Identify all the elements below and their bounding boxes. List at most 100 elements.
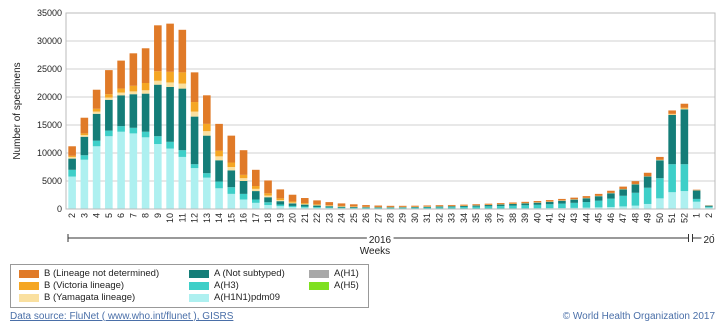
bar-segment [215, 123, 223, 151]
bar-segment [300, 198, 309, 204]
bar-segment [460, 204, 468, 206]
x-tick-label: 25 [349, 213, 359, 223]
x-tick-label: 29 [398, 213, 408, 223]
x-tick-label: 18 [263, 213, 273, 223]
y-tick-label: 15000 [37, 120, 62, 130]
bar-segment [313, 200, 321, 205]
bar-segment [472, 206, 481, 209]
bar-segment [141, 137, 150, 209]
bar-segment [656, 198, 664, 209]
bar-segment [447, 207, 456, 209]
bar-segment [570, 202, 578, 208]
bar-segment [496, 203, 505, 205]
x-tick-label: 15 [226, 213, 236, 223]
bar-segment [154, 136, 162, 145]
bar-segment [129, 127, 138, 134]
bar-segment [215, 181, 223, 189]
x-tick-label: 5 [104, 213, 114, 218]
bar-segment [313, 207, 321, 209]
bar-segment [141, 93, 150, 132]
bar-segment [607, 206, 615, 209]
bar-segment [349, 207, 358, 209]
x-tick-label: 51 [667, 213, 677, 223]
bar-segment [374, 205, 383, 207]
bar-segment [141, 90, 150, 94]
x-tick-label: 11 [177, 213, 187, 222]
bar-segment [337, 203, 346, 206]
bar-segment [300, 204, 309, 207]
bar-segment [398, 205, 407, 207]
bar-segment [656, 156, 664, 160]
bar-segment [129, 53, 138, 86]
x-tick-label: 10 [165, 213, 175, 223]
bar-segment [313, 207, 321, 208]
bar-segment [607, 198, 615, 207]
bar-segment [288, 203, 297, 206]
x-axis-ticks: 2 3 4 5 6 7 8 9 10 11 12 13 14 15 16 17 18 19 20 21 22 23 24 25… [67, 213, 714, 223]
legend-label: A(H3) [214, 280, 239, 291]
bar-segment [68, 156, 76, 159]
y-tick-label: 5000 [42, 176, 62, 186]
bar-segment [668, 164, 676, 193]
bar-segment [435, 207, 444, 209]
bar-segment [680, 103, 689, 108]
bar-segment [386, 207, 395, 209]
bar-segment [374, 207, 383, 208]
bar-segment [411, 207, 419, 208]
bar-segment [190, 111, 199, 117]
bar-segment [692, 190, 701, 199]
x-tick-label: 27 [373, 213, 383, 223]
bar-segment [362, 205, 370, 207]
bar-segment [582, 196, 591, 198]
bar-segment [570, 197, 578, 200]
bar-segment [668, 114, 676, 115]
bar-segment [154, 84, 162, 137]
bar-segment [435, 206, 444, 208]
bar-segment [619, 186, 627, 189]
bar-segment [680, 109, 689, 165]
bar-segment [300, 203, 309, 205]
bar-segment [276, 201, 285, 205]
x-tick-label: 33 [447, 213, 457, 223]
bar-segment [594, 193, 603, 196]
bar-segment [166, 23, 174, 72]
bar-segment [631, 192, 640, 206]
bar-segment [215, 150, 223, 157]
x-tick-label: 13 [202, 213, 212, 223]
x-tick-label: 17 [251, 213, 261, 223]
x-tick-label: 38 [508, 213, 518, 223]
legend-label: A(H5) [334, 280, 359, 291]
bar-segment [509, 202, 517, 204]
bar-segment [472, 204, 481, 206]
bar-segment [141, 48, 150, 83]
bar-segment [656, 178, 664, 199]
data-source-link[interactable]: Data source: FluNet ( www.who.int/flunet… [10, 311, 234, 322]
bar-segment [288, 207, 297, 209]
bar-segment [252, 188, 260, 192]
bar-segment [239, 199, 248, 209]
bar-segment [227, 193, 236, 209]
bar-segment [166, 141, 174, 149]
legend: B (Lineage not determined) B (Victoria li… [10, 264, 369, 308]
bar-segment [92, 140, 101, 147]
bar-segment [509, 205, 517, 209]
bar-segment [349, 204, 358, 207]
x-tick-label: 19 [275, 213, 285, 223]
legend-label: B (Yamagata lineage) [44, 292, 136, 303]
bar-segment [570, 207, 578, 209]
bar-segment [252, 191, 260, 200]
bar-segment [68, 169, 76, 177]
y-tick-label: 30000 [37, 36, 62, 46]
bar-segment [325, 207, 334, 209]
bar-segment [129, 85, 138, 92]
bar-segment [276, 198, 285, 201]
x-tick-label: 22 [312, 213, 322, 223]
bar-segment [484, 203, 493, 205]
y-tick-label: 0 [57, 204, 62, 214]
bar-segment [349, 207, 358, 208]
bar-segment [105, 130, 113, 137]
bar-segment [68, 146, 76, 156]
x-tick-label: 39 [520, 213, 530, 223]
bar-segment [203, 177, 211, 209]
bar-segment [533, 201, 542, 203]
